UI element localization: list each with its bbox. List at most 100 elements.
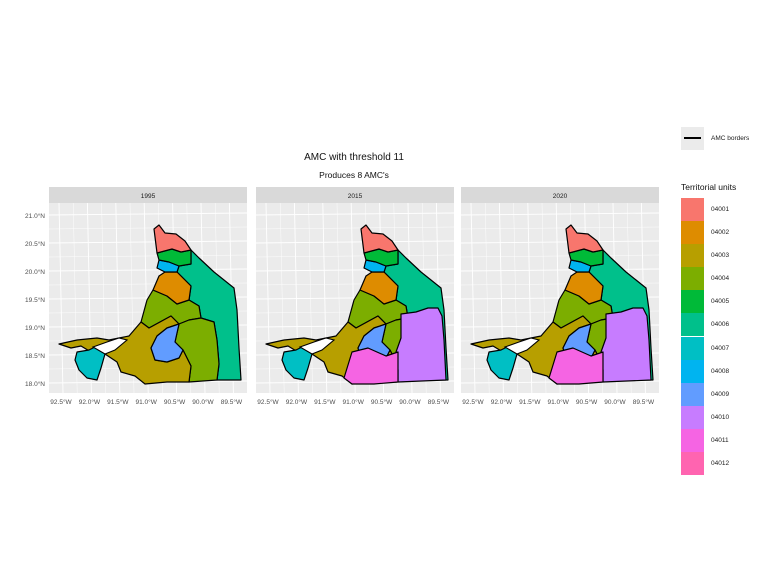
- legend-label: 04005: [711, 298, 730, 306]
- graticule-meridian: [58, 202, 64, 394]
- legend-swatch: [681, 405, 704, 429]
- x-tick-label: 90.0°W: [604, 398, 626, 406]
- legend-item-04011: 04011: [681, 428, 766, 452]
- amc-border-label: AMC borders: [711, 135, 750, 142]
- region-04001: [565, 224, 604, 254]
- legend-item-04012: 04012: [681, 452, 766, 476]
- facet-strip: [49, 187, 247, 203]
- plot-title: AMC with threshold 11: [304, 152, 404, 163]
- legend-swatch: [681, 221, 704, 245]
- x-tick-label: 90.0°W: [399, 398, 421, 406]
- facet-strip: [461, 187, 659, 203]
- legend-swatch: [681, 267, 704, 291]
- x-tick-label: 91.0°W: [343, 398, 365, 406]
- region-layer: [265, 224, 449, 385]
- graticule-parallel: [48, 240, 248, 244]
- legend-label: 04011: [711, 436, 729, 444]
- legend-item-04002: 04002: [681, 221, 766, 245]
- legend-swatch: [681, 198, 704, 221]
- legend-label: 04004: [711, 275, 730, 283]
- legend-label: 04002: [711, 229, 730, 237]
- legend-label: 04008: [711, 367, 730, 375]
- graticule-parallel: [460, 212, 660, 216]
- legend-title: Territorial units: [681, 182, 737, 192]
- graticule-parallel: [460, 254, 660, 258]
- legend-item-04004: 04004: [681, 267, 766, 291]
- legend-item-04003: 04003: [681, 244, 766, 268]
- y-tick-label: 20.5°N: [25, 240, 45, 248]
- x-tick-label: 92.0°W: [491, 398, 513, 406]
- legend-amc-borders: AMC borders: [681, 127, 768, 155]
- legend-label: 04010: [711, 413, 730, 421]
- x-tick-label: 91.0°W: [548, 398, 570, 406]
- facet-strip-label: 1995: [141, 193, 156, 200]
- legend-swatch: [681, 382, 704, 406]
- graticule-meridian: [265, 202, 271, 394]
- legend-label: 04009: [711, 390, 730, 398]
- region-04010: [395, 307, 447, 383]
- legend-swatch: [681, 313, 704, 337]
- graticule-parallel: [460, 394, 660, 398]
- legend-label: 04006: [711, 321, 730, 329]
- graticule-parallel: [460, 240, 660, 244]
- y-tick-label: 21.0°N: [25, 212, 45, 220]
- region-04010: [600, 307, 652, 383]
- lake-hole: [503, 337, 541, 355]
- x-tick-label: 91.5°W: [519, 398, 541, 406]
- graticule-parallel: [48, 212, 248, 216]
- panel-2015: 2015 92.5°W 92.0°W 91.5°W 91.0°W 90.5°W 90.0°W…: [255, 187, 455, 406]
- region-04007: [486, 345, 518, 381]
- region-04011: [343, 347, 399, 385]
- panel-2020: 2020 92.5°W 92.0°W 91.5°W 91.0°W 90.5°W 90.0°W…: [460, 187, 660, 406]
- legend-item-04010: 04010: [681, 405, 766, 429]
- graticule-parallel: [255, 226, 455, 230]
- legend-swatch: [681, 290, 704, 314]
- legend-label: 04001: [711, 206, 730, 213]
- legend-label: 04007: [711, 344, 730, 352]
- legend-swatch: [681, 336, 704, 360]
- x-tick-label: 91.5°W: [314, 398, 336, 406]
- x-tick-label: 90.5°W: [576, 398, 598, 406]
- legend-label: 04012: [711, 460, 730, 468]
- y-tick-label: 19.0°N: [25, 324, 45, 332]
- x-tick-label: 89.5°W: [221, 398, 243, 406]
- region-04011: [548, 347, 604, 385]
- legend-item-04007: 04007: [681, 336, 766, 360]
- graticule-parallel: [255, 212, 455, 216]
- x-tick-label: 92.0°W: [286, 398, 308, 406]
- facet-strip-label: 2020: [553, 193, 568, 200]
- graticule-parallel: [48, 254, 248, 258]
- lake-hole: [91, 337, 129, 355]
- legend-swatch: [681, 359, 704, 383]
- graticule-parallel: [48, 394, 248, 398]
- legend-label: 04003: [711, 252, 730, 260]
- x-tick-label: 89.5°W: [633, 398, 655, 406]
- x-tick-label: 92.5°W: [257, 398, 279, 406]
- legend-item-04001: 04001: [681, 198, 766, 221]
- region-04001: [153, 224, 192, 254]
- y-tick-label: 20.0°N: [25, 268, 45, 276]
- x-tick-label: 90.5°W: [164, 398, 186, 406]
- graticule-parallel: [48, 268, 248, 272]
- region-04001: [360, 224, 399, 254]
- legend-swatch: [681, 452, 704, 476]
- region-04007: [74, 345, 106, 381]
- region-layer: [470, 224, 654, 385]
- legend-item-04005: 04005: [681, 290, 766, 314]
- legend-item-04008: 04008: [681, 359, 766, 383]
- legend-item-04009: 04009: [681, 382, 766, 406]
- x-tick-label: 92.0°W: [79, 398, 101, 406]
- y-tick-label: 19.5°N: [25, 296, 45, 304]
- graticule-parallel: [460, 268, 660, 272]
- facet-strip-label: 2015: [348, 193, 363, 200]
- x-tick-label: 90.5°W: [371, 398, 393, 406]
- x-tick-label: 92.5°W: [50, 398, 72, 406]
- y-tick-label: 18.0°N: [25, 380, 45, 388]
- legend-item-04006: 04006: [681, 313, 766, 337]
- panel-1995: 1995 92.5°W 92.0°W 91.5°W 91.0°W 90.5°W 90.0°W…: [48, 187, 248, 406]
- amc-border-line-key: [681, 127, 704, 150]
- graticule-parallel: [255, 254, 455, 258]
- region-04007: [281, 345, 313, 381]
- region-layer: [58, 224, 242, 385]
